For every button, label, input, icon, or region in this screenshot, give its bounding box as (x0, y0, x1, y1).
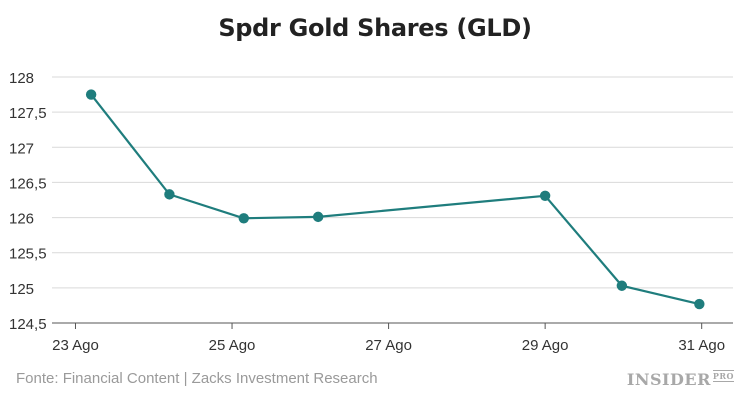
data-point (539, 190, 551, 201)
x-tick-label: 31 Ago (678, 337, 725, 354)
x-tick-label: 29 Ago (522, 337, 569, 354)
data-point (164, 189, 175, 200)
data-point (694, 298, 705, 310)
x-tick-label: 25 Ago (209, 337, 256, 354)
y-tick-label: 127,5 (9, 105, 47, 122)
data-point (238, 213, 249, 224)
brand-suffix: PRO (712, 370, 734, 382)
y-tick-label: 124,5 (9, 316, 47, 333)
axis-layer: 124,5 125 125,5 126 126,5 127 127,5 128 23 Ago 25… (9, 70, 733, 354)
y-tick-label: 125,5 (9, 246, 47, 263)
y-tick-label: 128 (9, 70, 34, 87)
series-line (90, 93, 700, 306)
brand-logo: INSIDER PRO (627, 370, 734, 389)
data-point (616, 280, 628, 291)
grid-layer (52, 76, 733, 289)
brand-name: INSIDER (626, 370, 711, 389)
y-tick-label: 127 (9, 140, 34, 157)
y-tick-label: 126 (9, 211, 34, 228)
data-point (85, 89, 97, 100)
y-tick-label: 126,5 (9, 175, 47, 192)
source-note: Fonte: Financial Content | Zacks Investm… (16, 370, 378, 387)
series-layer (85, 89, 705, 310)
y-tick-label: 125 (9, 281, 34, 298)
x-tick-label: 27 Ago (365, 337, 412, 354)
chart-title: Spdr Gold Shares (GLD) (218, 14, 532, 42)
data-point (312, 211, 324, 223)
x-tick-label: 23 Ago (52, 337, 99, 354)
